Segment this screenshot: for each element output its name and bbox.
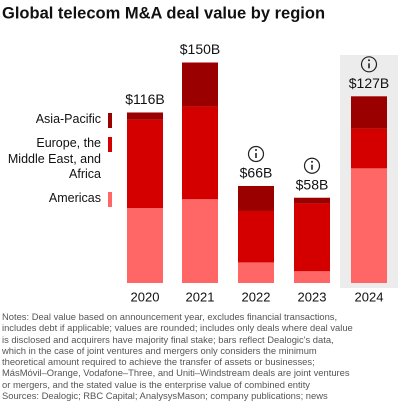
- sources: Sources: Dealogic; RBC Capital; Analysys…: [2, 390, 328, 401]
- info-icon-stem: [311, 164, 313, 170]
- info-icon: [247, 145, 265, 163]
- info-icon-dot: [311, 160, 313, 163]
- legend-item: Europe, the Middle East, and Africa: [2, 136, 112, 183]
- value-label: $66B: [240, 165, 273, 181]
- info-icon-stem: [255, 152, 257, 158]
- note-line: includes debt if applicable; values are …: [2, 322, 353, 334]
- chart: Global telecom M&A deal value by region …: [2, 4, 398, 304]
- bar-segment: [351, 168, 387, 283]
- bar-segment: [294, 271, 330, 283]
- info-icon: [303, 157, 321, 174]
- info-icon-dot: [255, 148, 257, 151]
- info-icon: [360, 56, 378, 73]
- info-icon-dot: [368, 59, 370, 62]
- bar-segment: [238, 185, 274, 211]
- note-line: or mergers, and the stated value is the …: [2, 378, 310, 390]
- bar-segment: [182, 62, 218, 107]
- chart-title: Global telecom M&A deal value by region: [2, 4, 325, 22]
- x-tick-label: 2022: [242, 289, 271, 304]
- bar-segment: [238, 210, 274, 263]
- bar-segment: [127, 208, 163, 283]
- legend-swatch: [108, 137, 112, 152]
- bar-segment: [127, 112, 163, 120]
- bar-segment: [351, 128, 387, 169]
- legend-swatch: [108, 113, 112, 128]
- value-label: $127B: [349, 75, 389, 91]
- legend-swatch: [108, 191, 112, 207]
- info-icon-stem: [368, 63, 370, 69]
- legend-item: Americas: [2, 191, 112, 207]
- legend-label: Europe, the Middle East, and Africa: [7, 136, 101, 181]
- bar-segment: [238, 262, 274, 283]
- bar-segment: [182, 106, 218, 200]
- bar-segment: [182, 199, 218, 283]
- x-tick-label: 2020: [131, 289, 160, 304]
- x-tick-label: 2024: [355, 289, 384, 304]
- bar-segment: [127, 119, 163, 209]
- note-line: MásMóvil–Orange, Vodafone–Three, and Uni…: [2, 367, 350, 379]
- note-line: Notes: Deal value based on announcement …: [2, 311, 338, 322]
- x-tick-label: 2023: [298, 289, 327, 304]
- bar-segment: [294, 197, 330, 204]
- note-line: which in the case of joint ventures and …: [2, 344, 317, 356]
- value-label: $150B: [180, 41, 220, 57]
- legend: Asia-Pacific Europe, the Middle East, and…: [2, 112, 112, 215]
- bar-segment: [351, 96, 387, 129]
- legend-label: Asia-Pacific: [35, 112, 101, 126]
- x-tick-label: 2021: [186, 289, 215, 304]
- notes: Notes: Deal value based on announcement …: [2, 311, 400, 401]
- bar-segment: [294, 203, 330, 272]
- legend-item: Asia-Pacific: [2, 112, 112, 128]
- legend-label: Americas: [48, 190, 101, 205]
- note-line: theoretical amount required to achieve t…: [2, 356, 315, 368]
- value-label: $58B: [296, 176, 329, 192]
- note-line: is disclosed and acquirers have majority…: [2, 333, 334, 345]
- value-label: $116B: [125, 91, 164, 107]
